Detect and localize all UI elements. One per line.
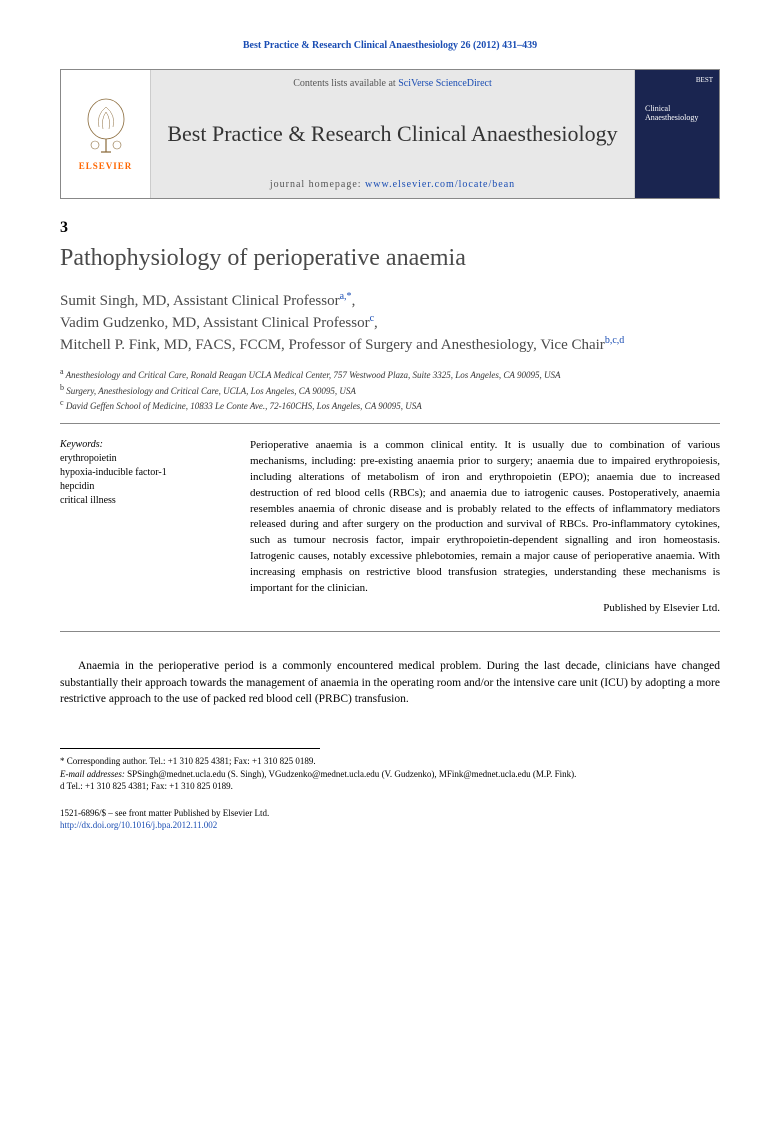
email-link[interactable]: SPSingh@mednet.ucla.edu — [127, 769, 225, 779]
copyright-line: 1521-6896/$ – see front matter Published… — [60, 807, 720, 820]
email-who: (V. Gudzenko), — [379, 769, 439, 779]
cover-journal-title: Clinical Anaesthesiology — [641, 104, 713, 122]
author-sup: b,c,d — [605, 335, 624, 346]
corresponding-author: * Corresponding author. Tel.: +1 310 825… — [60, 755, 720, 768]
author: Vadim Gudzenko, MD, Assistant Clinical P… — [60, 315, 370, 331]
elsevier-tree-icon — [81, 97, 131, 157]
aff-text: Anesthesiology and Critical Care, Ronald… — [66, 370, 561, 380]
email-addresses: E-mail addresses: SPSingh@mednet.ucla.ed… — [60, 768, 720, 781]
citation-header: Best Practice & Research Clinical Anaest… — [60, 40, 720, 51]
author-sup: a,* — [340, 291, 352, 302]
divider — [60, 423, 720, 424]
email-link[interactable]: MFink@mednet.ucla.edu — [439, 769, 531, 779]
header-center: Contents lists available at SciVerse Sci… — [151, 70, 634, 198]
author: Mitchell P. Fink, MD, FACS, FCCM, Profes… — [60, 337, 605, 353]
affiliations-block: a Anesthesiology and Critical Care, Rona… — [60, 366, 720, 413]
contents-prefix: Contents lists available at — [293, 78, 398, 89]
publisher-line: Published by Elsevier Ltd. — [250, 601, 720, 617]
homepage-label: journal homepage: — [270, 179, 365, 190]
aff-text: David Geffen School of Medicine, 10833 L… — [66, 401, 422, 411]
cover-best-label: BEST — [641, 76, 713, 84]
email-label: E-mail addresses: — [60, 769, 127, 779]
article-number: 3 — [60, 219, 720, 237]
cover-line1: Clinical — [645, 104, 670, 113]
keyword: hypoxia-inducible factor-1 — [60, 466, 220, 480]
copyright-block: 1521-6896/$ – see front matter Published… — [60, 807, 720, 832]
keywords-column: Keywords: erythropoietin hypoxia-inducib… — [60, 438, 220, 617]
aff-text: Surgery, Anesthesiology and Critical Car… — [66, 386, 356, 396]
footnotes: * Corresponding author. Tel.: +1 310 825… — [60, 755, 720, 793]
aff-sup: a — [60, 367, 64, 376]
article-title: Pathophysiology of perioperative anaemia — [60, 245, 720, 272]
email-who: (M.P. Fink). — [531, 769, 577, 779]
footnote-d: d Tel.: +1 310 825 4381; Fax: +1 310 825… — [60, 780, 720, 793]
affiliation: a Anesthesiology and Critical Care, Rona… — [60, 366, 720, 382]
aff-sup: b — [60, 383, 64, 392]
journal-cover-thumbnail[interactable]: BEST Clinical Anaesthesiology — [634, 70, 719, 198]
keyword: erythropoietin — [60, 452, 220, 466]
homepage-url[interactable]: www.elsevier.com/locate/bean — [365, 179, 515, 190]
affiliation: c David Geffen School of Medicine, 10833… — [60, 397, 720, 413]
authors-block: Sumit Singh, MD, Assistant Clinical Prof… — [60, 290, 720, 356]
affiliation: b Surgery, Anesthesiology and Critical C… — [60, 382, 720, 398]
journal-header-box: ELSEVIER Contents lists available at Sci… — [60, 69, 720, 199]
journal-name: Best Practice & Research Clinical Anaest… — [163, 121, 622, 147]
aff-sup: c — [60, 398, 64, 407]
keywords-title: Keywords: — [60, 438, 220, 452]
abstract-text: Perioperative anaemia is a common clinic… — [250, 438, 720, 617]
abstract-body: Perioperative anaemia is a common clinic… — [250, 439, 720, 594]
abstract-section: Keywords: erythropoietin hypoxia-inducib… — [60, 438, 720, 617]
journal-homepage: journal homepage: www.elsevier.com/locat… — [163, 179, 622, 190]
elsevier-logo[interactable]: ELSEVIER — [61, 70, 151, 198]
author: Sumit Singh, MD, Assistant Clinical Prof… — [60, 293, 340, 309]
keyword: critical illness — [60, 494, 220, 508]
email-link[interactable]: VGudzenko@mednet.ucla.edu — [269, 769, 380, 779]
email-who: (S. Singh), — [225, 769, 268, 779]
doi-link[interactable]: http://dx.doi.org/10.1016/j.bpa.2012.11.… — [60, 820, 217, 830]
author-sup: c — [370, 313, 374, 324]
keyword: hepcidin — [60, 480, 220, 494]
contents-available: Contents lists available at SciVerse Sci… — [163, 78, 622, 89]
elsevier-label: ELSEVIER — [79, 161, 133, 171]
cover-line2: Anaesthesiology — [645, 113, 698, 122]
divider — [60, 631, 720, 632]
footnotes-rule — [60, 748, 320, 755]
sciencedirect-link[interactable]: SciVerse ScienceDirect — [398, 78, 492, 89]
body-paragraph: Anaemia in the perioperative period is a… — [60, 658, 720, 708]
